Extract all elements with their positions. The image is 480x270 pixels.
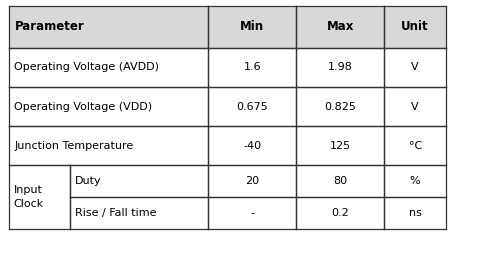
Bar — [208, 166, 296, 197]
Text: 1.98: 1.98 — [328, 62, 352, 72]
Bar — [208, 87, 296, 126]
Bar — [71, 166, 208, 197]
Bar — [384, 6, 446, 48]
Bar — [296, 166, 384, 197]
Text: 0.825: 0.825 — [324, 102, 356, 112]
Bar — [384, 166, 446, 197]
Text: -40: -40 — [243, 141, 261, 151]
Bar — [296, 48, 384, 87]
Bar — [9, 48, 208, 87]
Text: V: V — [411, 102, 419, 112]
Text: V: V — [411, 62, 419, 72]
Text: Duty: Duty — [75, 176, 102, 186]
Bar — [9, 166, 71, 229]
Text: Max: Max — [326, 20, 354, 33]
Bar — [9, 6, 208, 48]
Text: Junction Temperature: Junction Temperature — [14, 141, 133, 151]
Bar — [296, 126, 384, 166]
Text: Input
Clock: Input Clock — [13, 185, 44, 209]
Text: Operating Voltage (AVDD): Operating Voltage (AVDD) — [14, 62, 159, 72]
Text: Unit: Unit — [401, 20, 429, 33]
Text: Operating Voltage (VDD): Operating Voltage (VDD) — [14, 102, 153, 112]
Bar — [384, 197, 446, 229]
Text: 0.675: 0.675 — [236, 102, 268, 112]
Bar — [384, 48, 446, 87]
Text: 0.2: 0.2 — [331, 208, 349, 218]
Bar — [296, 6, 384, 48]
Text: °C: °C — [408, 141, 422, 151]
Bar — [208, 6, 296, 48]
Text: ns: ns — [408, 208, 421, 218]
Bar — [71, 197, 208, 229]
Bar — [208, 126, 296, 166]
Text: 80: 80 — [333, 176, 347, 186]
Bar — [9, 87, 208, 126]
Bar — [296, 197, 384, 229]
Bar — [296, 87, 384, 126]
Text: Parameter: Parameter — [14, 20, 84, 33]
Text: Rise / Fall time: Rise / Fall time — [75, 208, 156, 218]
Text: -: - — [250, 208, 254, 218]
Text: 125: 125 — [330, 141, 351, 151]
Bar — [208, 48, 296, 87]
Bar — [384, 87, 446, 126]
Text: 1.6: 1.6 — [243, 62, 261, 72]
Bar — [208, 197, 296, 229]
Text: %: % — [410, 176, 420, 186]
Text: 20: 20 — [245, 176, 259, 186]
Text: Min: Min — [240, 20, 264, 33]
Bar — [384, 126, 446, 166]
Bar — [9, 126, 208, 166]
